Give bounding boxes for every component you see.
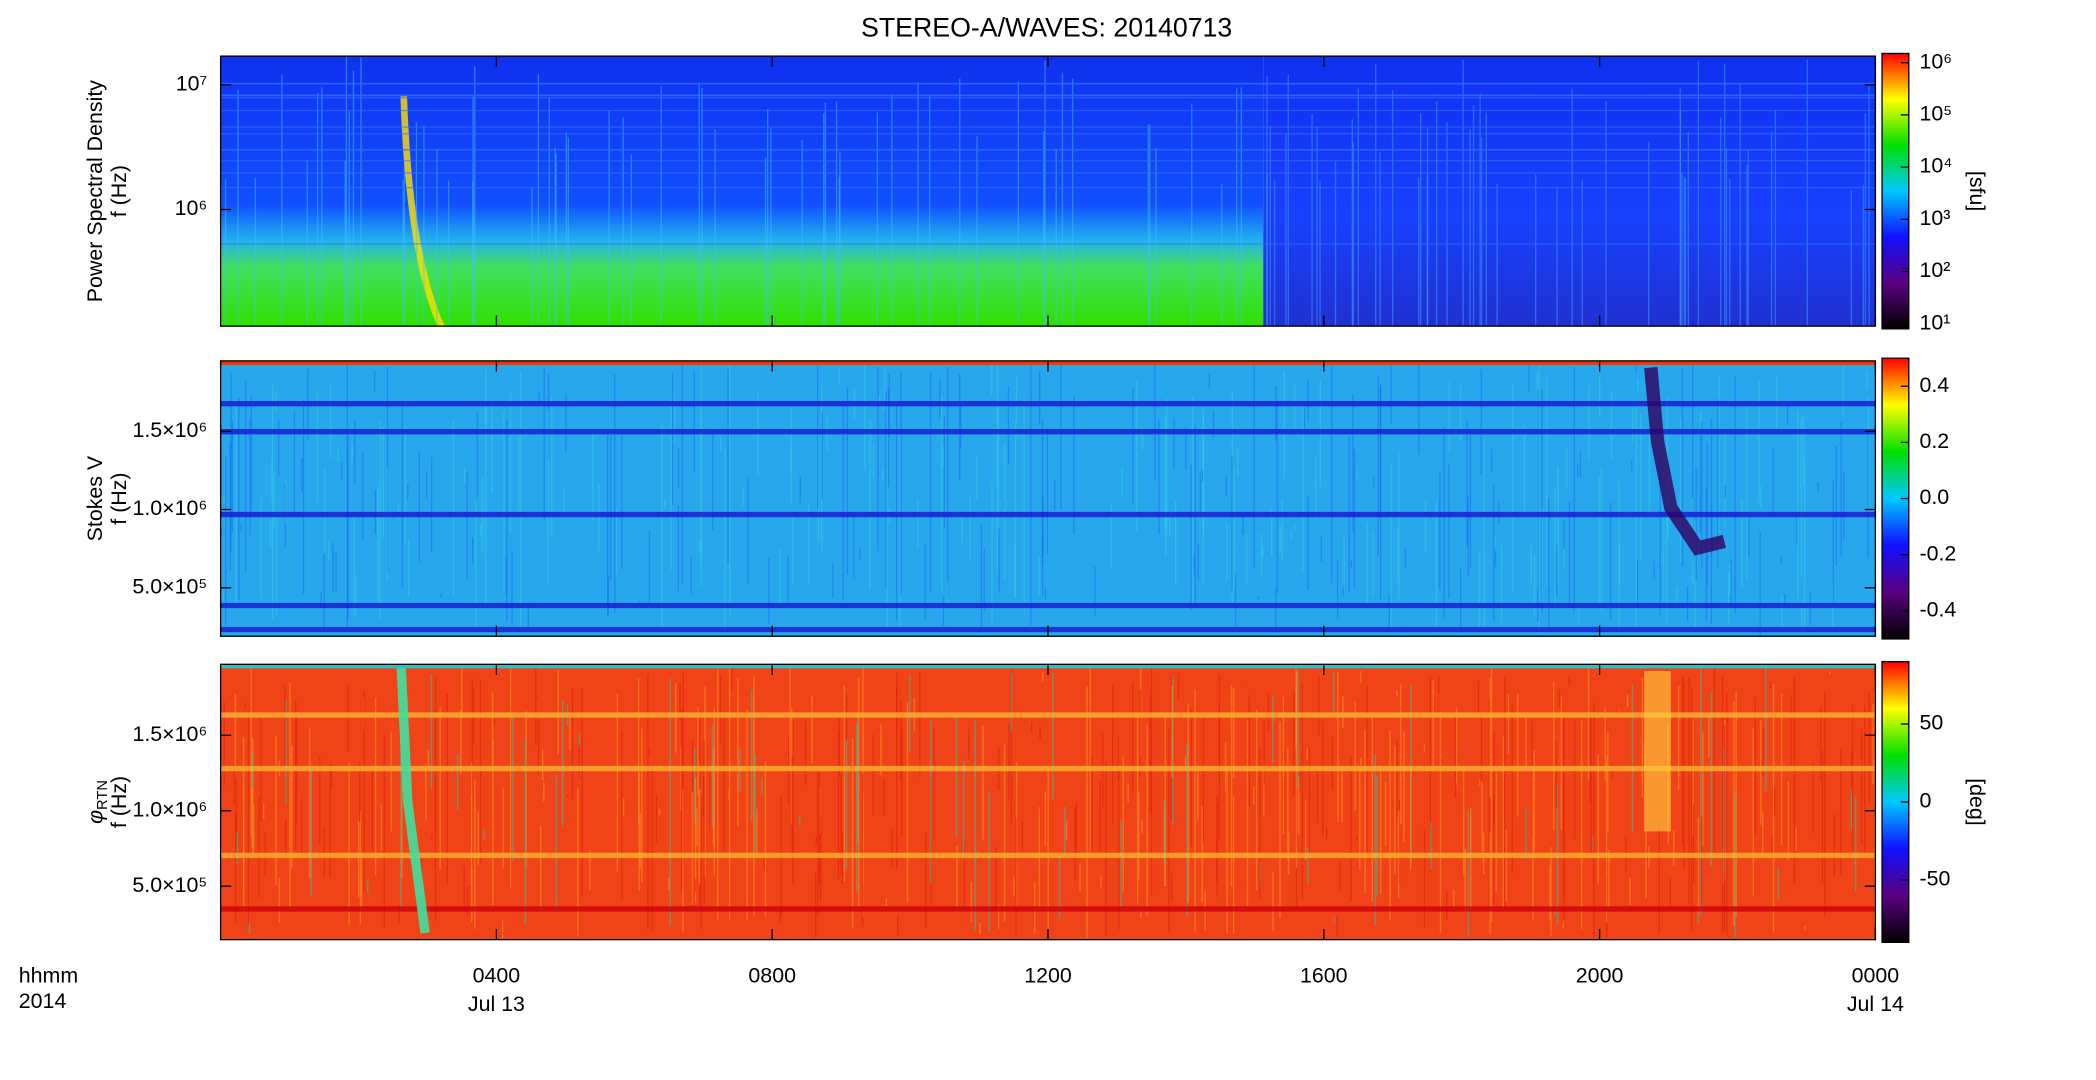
colorbar-tick-label: -0.4 <box>1919 597 1956 621</box>
burst <box>1644 670 1671 832</box>
colorbar-tick-label: 10³ <box>1919 206 1950 230</box>
colorbar-tick-label: -0.2 <box>1919 541 1956 565</box>
x-tick-label: 0000 <box>1852 964 1900 988</box>
x-tick-label: 1600 <box>1300 964 1348 988</box>
burst <box>396 664 430 934</box>
y-tick-label: 1.5×10⁶ <box>132 722 207 746</box>
colorbar <box>1881 52 1910 330</box>
colorbar-tick-label: 0.2 <box>1919 429 1949 453</box>
y-axis-label-symbol: φ <box>83 810 107 824</box>
colorbar-label: [deg] <box>1965 778 1989 826</box>
chart-title: STEREO-A/WAVES: 20140713 <box>861 12 1232 42</box>
y-axis-label: f (Hz) <box>107 165 131 217</box>
x-tick-label: 2000 <box>1576 964 1624 988</box>
spectrogram-image <box>1263 56 1876 327</box>
x-date-label: Jul 14 <box>1847 992 1904 1016</box>
year-label: 2014 <box>19 989 67 1013</box>
colorbar-tick-label: 10⁶ <box>1919 49 1952 73</box>
y-tick-label: 10⁷ <box>176 72 208 96</box>
spectrogram-image <box>220 56 1264 327</box>
y-axis-label: f (Hz) <box>107 472 131 524</box>
y-tick-label: 1.0×10⁶ <box>132 797 207 821</box>
y-tick-label: 5.0×10⁵ <box>132 574 207 598</box>
x-date-label: Jul 13 <box>468 992 525 1016</box>
colorbar-label: [sfu] <box>1965 171 1989 211</box>
colorbar-tick-label: 10⁴ <box>1919 154 1952 178</box>
colorbar-tick-label: 10⁵ <box>1919 102 1952 126</box>
y-tick-label: 1.0×10⁶ <box>132 496 207 520</box>
y-axis-label: f (Hz) <box>107 776 131 828</box>
x-tick-label: 0800 <box>748 964 796 988</box>
colorbar-tick-label: 0.0 <box>1919 485 1949 509</box>
burst <box>1644 366 1726 556</box>
colorbar-tick-label: 10¹ <box>1919 310 1950 334</box>
colorbar-tick-label: 0.4 <box>1919 373 1949 397</box>
x-axis-label: hhmm <box>19 964 78 988</box>
colorbar-tick-label: 0 <box>1919 789 1931 813</box>
x-tick-label: 1200 <box>1024 964 1072 988</box>
y-axis-label: Stokes V <box>83 455 107 541</box>
y-axis-label: Power Spectral Density <box>83 80 107 302</box>
burst <box>400 96 445 328</box>
y-tick-label: 10⁶ <box>175 196 208 220</box>
y-tick-label: 5.0×10⁵ <box>132 873 207 897</box>
colorbar-tick-label: 10² <box>1919 258 1950 282</box>
colorbar-tick-label: -50 <box>1919 867 1950 891</box>
y-axis-label: φRTN <box>83 780 111 824</box>
y-axis-label-subscript: RTN <box>95 780 111 810</box>
x-tick-label: 0400 <box>473 964 521 988</box>
colorbar-tick-label: 50 <box>1919 711 1943 735</box>
y-tick-label: 1.5×10⁶ <box>132 418 207 442</box>
